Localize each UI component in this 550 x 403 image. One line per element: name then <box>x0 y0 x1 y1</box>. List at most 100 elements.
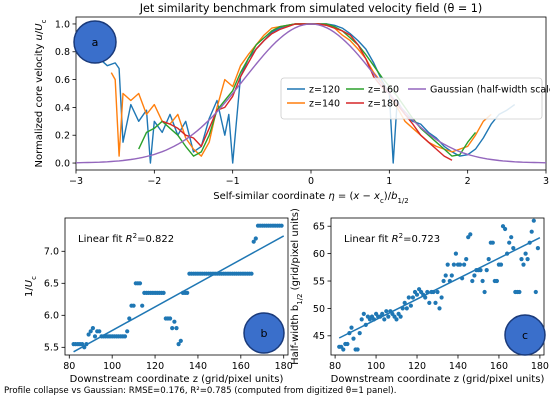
data-point <box>253 236 258 241</box>
data-point <box>414 292 420 297</box>
panel-c-xtick-label: 160 <box>490 361 508 372</box>
data-point <box>445 262 450 267</box>
panel-c-ytick-label: 55 <box>313 276 325 287</box>
data-point <box>90 326 95 331</box>
panel-b-xlabel: Downstream coordinate z (grid/pixel unit… <box>70 374 284 385</box>
panel-c-xtick-label: 100 <box>367 361 385 372</box>
data-point <box>529 229 534 234</box>
data-point <box>533 289 538 295</box>
data-point <box>394 317 399 322</box>
data-point <box>423 295 428 300</box>
data-point <box>507 240 512 245</box>
data-point <box>531 218 536 223</box>
data-point <box>484 268 489 273</box>
data-point <box>80 342 85 347</box>
data-point <box>349 325 354 330</box>
data-point <box>161 290 166 295</box>
data-point <box>251 239 256 244</box>
data-point <box>131 303 136 308</box>
data-point <box>535 246 541 251</box>
panel-b-xtick-label: 100 <box>103 361 121 372</box>
fit-line <box>73 235 285 353</box>
panel-c-ytick-label: 65 <box>313 222 325 233</box>
legend-label-2: z=140 <box>309 99 340 110</box>
panel-c-xtick-label: 120 <box>408 361 426 372</box>
panel-c-xtick-label: 180 <box>531 361 549 372</box>
data-point <box>384 309 389 314</box>
panel-a-ytick-label: 0.6 <box>55 75 70 86</box>
panel-a-ytick-label: 0.0 <box>55 158 70 169</box>
data-point <box>174 326 179 331</box>
panel-b-xtick-label: 140 <box>189 361 207 372</box>
data-point <box>249 271 254 276</box>
badge-a-label: a <box>92 36 99 49</box>
panel-c-ytick-label: 50 <box>313 304 325 315</box>
series-line-5 <box>76 23 546 164</box>
panel-a-xtick-label: −1 <box>226 176 240 187</box>
data-point <box>449 273 454 278</box>
data-point <box>486 257 491 262</box>
data-point <box>478 268 483 273</box>
panel-b-xtick-label: 180 <box>275 361 293 372</box>
data-point <box>406 295 411 300</box>
data-point <box>437 306 442 311</box>
data-point <box>433 300 438 305</box>
data-point <box>359 317 364 322</box>
data-point <box>357 331 362 336</box>
data-point <box>410 295 415 300</box>
data-point <box>441 278 446 284</box>
data-point <box>451 262 456 267</box>
data-point <box>519 257 524 262</box>
badge-c-label: c <box>522 329 528 342</box>
data-point <box>86 332 91 337</box>
panel-b-xtick-label: 120 <box>146 361 164 372</box>
data-point <box>185 290 190 295</box>
panel-c-axes <box>330 217 545 356</box>
data-point <box>435 289 440 295</box>
panel-c-annotation: Linear fit R2=0.723 <box>344 232 440 245</box>
panel-b-ytick-label: 6.0 <box>44 311 59 322</box>
data-point <box>462 262 467 267</box>
data-point <box>464 257 469 262</box>
data-point <box>453 251 458 256</box>
data-point <box>178 338 183 343</box>
panel-a-ylabel: Normalized core velocity u/Uc <box>34 19 48 167</box>
data-point <box>523 251 528 256</box>
data-point <box>382 317 387 322</box>
data-point <box>470 278 475 284</box>
panel-a-ytick-label: 0.2 <box>55 131 70 142</box>
panel-b-ytick-label: 6.5 <box>44 279 59 290</box>
data-point <box>525 257 530 262</box>
badge-a <box>73 20 117 64</box>
data-point <box>498 262 504 267</box>
data-point <box>404 306 409 311</box>
data-point <box>511 246 516 251</box>
panel-a-xtick-label: 2 <box>465 176 471 187</box>
data-point <box>92 334 98 339</box>
figure-caption: Profile collapse vs Gaussian: RMSE=0.176… <box>4 386 397 396</box>
panel-a-xtick-label: −2 <box>147 176 161 187</box>
panel-a-xtick-label: 3 <box>543 176 549 187</box>
legend-label-4: z=180 <box>368 99 399 110</box>
panel-c-xlabel: Downstream coordinate z (grid/pixel unit… <box>331 374 545 385</box>
data-point <box>355 347 360 352</box>
data-point <box>122 334 128 339</box>
data-point <box>351 336 356 341</box>
data-point <box>127 316 132 321</box>
panel-a-ytick-label: 1.0 <box>55 19 70 30</box>
legend-label-3: z=160 <box>368 85 399 96</box>
panel-a-xlabel: Self-similar coordinate η = (x − xc)/b1/… <box>213 191 408 205</box>
badge-b <box>243 312 285 354</box>
data-point <box>443 273 448 278</box>
data-point <box>468 232 473 237</box>
panel-b-ylabel: 1/Uc <box>24 276 38 297</box>
data-point <box>482 289 487 295</box>
panel-c-ytick-label: 45 <box>313 331 325 342</box>
data-point <box>398 314 403 319</box>
data-point <box>509 235 514 240</box>
data-point <box>279 223 284 228</box>
data-point <box>427 300 432 305</box>
data-point <box>503 226 508 232</box>
fit-line <box>338 237 541 339</box>
